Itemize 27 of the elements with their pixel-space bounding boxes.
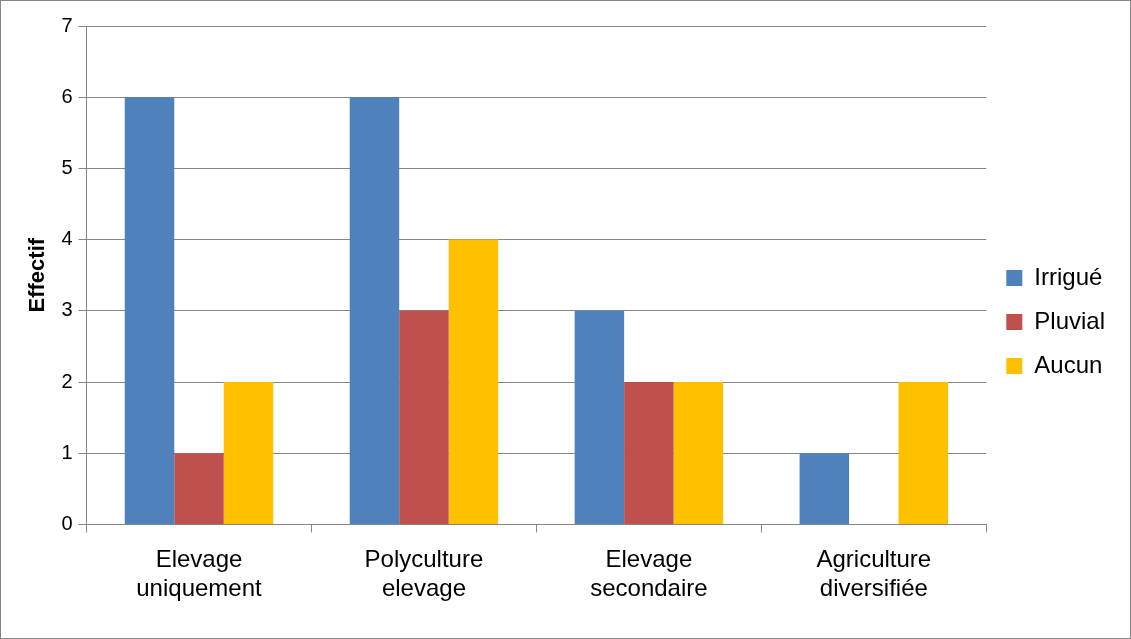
x-tick-label: Polyculture elevage [364,545,484,602]
y-tick-label: 1 [61,440,73,463]
y-tick-label: 7 [61,13,73,36]
x-tick-label: Elevage uniquement [136,545,263,602]
y-tick-label: 5 [61,155,73,178]
y-tick-label: 6 [61,84,73,107]
legend-label: Pluvial [1034,306,1105,334]
bar [223,382,274,524]
bar [174,453,224,524]
legend-label: Irrigué [1034,262,1103,290]
x-tick-label: Elevage secondaire [590,545,708,602]
bar [799,453,850,524]
bar [898,382,949,524]
x-tick-label: Agriculture diversifiée [816,545,932,602]
y-tick-label: 0 [61,511,73,534]
bar [124,97,175,524]
bar [399,310,449,524]
y-tick-label: 2 [61,369,73,392]
bar [349,97,400,524]
legend-label: Aucun [1034,350,1103,378]
bar [673,382,724,524]
y-axis-title: Effectif [24,237,50,313]
bar [574,310,625,524]
bar [624,382,674,524]
y-tick-label: 4 [61,227,73,250]
y-tick-label: 3 [61,298,73,321]
bar [448,239,499,524]
